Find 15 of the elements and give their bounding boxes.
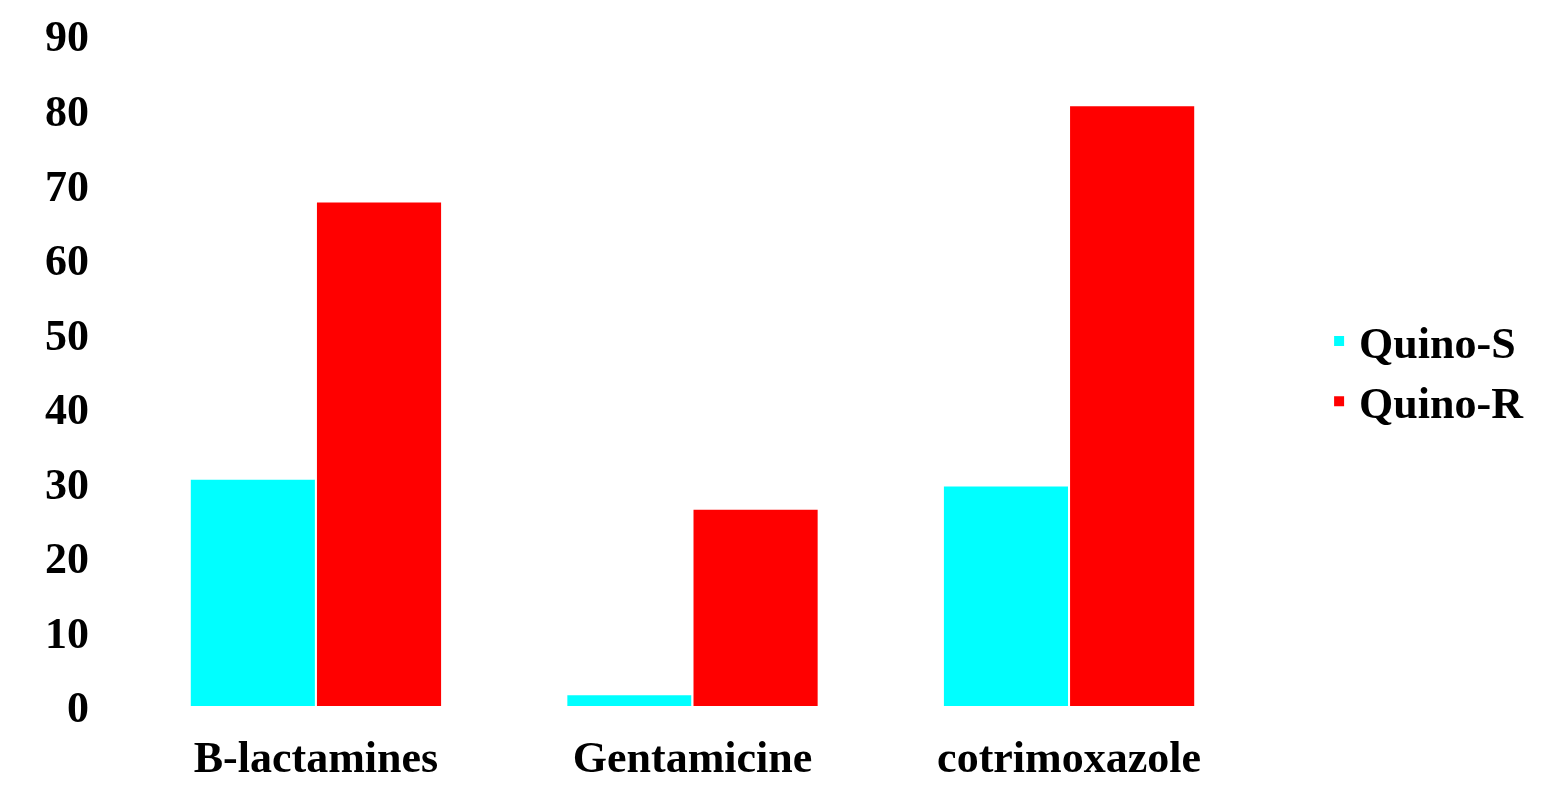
y-tick-label: 40	[45, 385, 89, 435]
y-tick-label: 20	[45, 534, 89, 584]
x-tick-label: B-lactamines	[193, 733, 439, 782]
legend-label: Quino-R	[1359, 379, 1525, 429]
legend-label: Quino-S	[1359, 319, 1516, 369]
y-tick-label: 70	[45, 161, 89, 211]
x-tick-label: Gentamicine	[572, 733, 813, 782]
y-tick-label: 0	[67, 683, 89, 733]
x-tick-label: cotrimoxazole	[937, 733, 1201, 782]
y-tick-label: 80	[45, 86, 89, 136]
y-tick-label: 50	[45, 310, 89, 360]
y-tick-label: 10	[45, 608, 89, 658]
y-tick-label: 30	[45, 459, 89, 509]
y-tick-label: 90	[45, 12, 89, 62]
y-tick-label: 60	[45, 236, 89, 286]
